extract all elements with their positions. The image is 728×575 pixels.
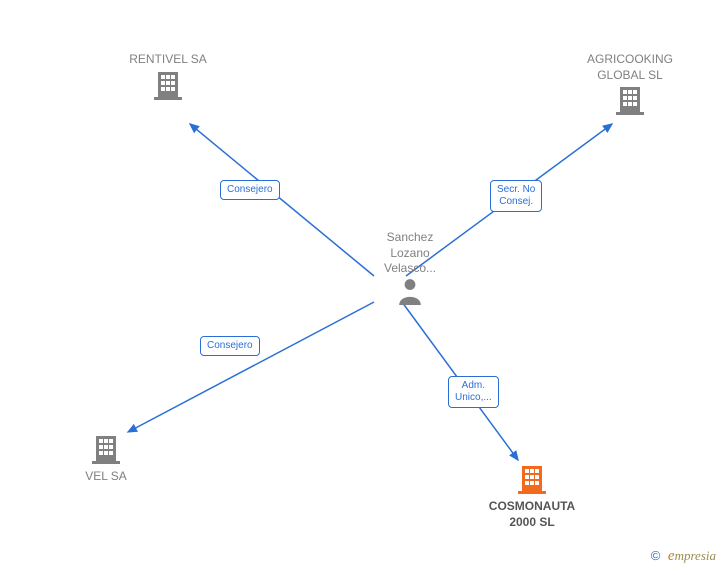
edge-arrow bbox=[190, 124, 374, 276]
company-node-agricooking: AGRICOOKING GLOBAL SL bbox=[570, 52, 690, 120]
brand-text: empresia bbox=[668, 548, 716, 563]
edge-label: Consejero bbox=[200, 336, 260, 356]
watermark: © empresia bbox=[651, 548, 716, 565]
company-node-rentivel: RENTIVEL SA bbox=[108, 52, 228, 105]
building-icon bbox=[614, 83, 646, 120]
building-icon bbox=[90, 432, 122, 469]
edge-label: Adm. Unico,... bbox=[448, 376, 499, 408]
building-icon bbox=[152, 68, 184, 105]
company-label: AGRICOOKING GLOBAL SL bbox=[570, 52, 690, 83]
person-label: Sanchez Lozano Velasco... bbox=[370, 230, 450, 277]
person-node: Sanchez Lozano Velasco... bbox=[370, 230, 450, 310]
edge-arrow bbox=[128, 302, 374, 432]
company-node-cosmonauta: COSMONAUTA 2000 SL bbox=[472, 462, 592, 530]
copyright-symbol: © bbox=[651, 548, 661, 563]
company-node-vel: VEL SA bbox=[46, 432, 166, 485]
company-label: VEL SA bbox=[46, 469, 166, 485]
person-icon bbox=[370, 277, 450, 310]
company-label: COSMONAUTA 2000 SL bbox=[472, 499, 592, 530]
building-icon bbox=[516, 462, 548, 499]
company-label: RENTIVEL SA bbox=[108, 52, 228, 68]
edge-label: Consejero bbox=[220, 180, 280, 200]
edge-label: Secr. No Consej. bbox=[490, 180, 542, 212]
